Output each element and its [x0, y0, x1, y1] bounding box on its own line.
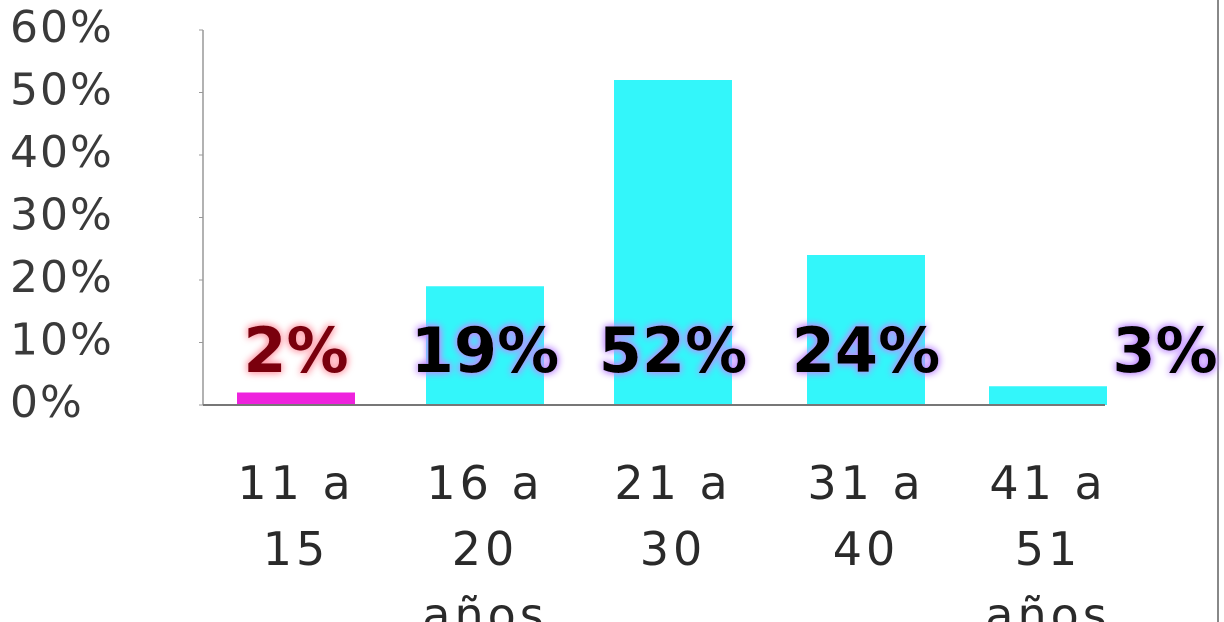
y-tick-label: 10% [10, 315, 114, 366]
y-tick-label: 20% [10, 252, 114, 303]
bar [237, 393, 355, 406]
x-tick-label: 31 a 40 [791, 450, 941, 582]
value-label: 24% [792, 314, 940, 387]
y-tick-label: 60% [10, 2, 114, 53]
value-label: 19% [411, 314, 559, 387]
page: 0% 10% 20% 30% 40% 50% 60% 2% 19% 52% 24% 3% 11 a 1… [0, 0, 1224, 622]
x-tick-label: 16 a 20 años [410, 450, 560, 622]
x-tick-label: 41 a 51 años [973, 450, 1123, 622]
y-tick-label: 30% [10, 190, 114, 241]
x-tick-label: 11 a 15 [221, 450, 371, 582]
y-tick-label: 50% [10, 65, 114, 116]
value-label: 52% [599, 314, 747, 387]
y-tick-label: 0% [10, 377, 84, 428]
value-label: 3% [1112, 314, 1217, 387]
x-tick-label: 21 a 30 [598, 450, 748, 582]
y-tick-label: 40% [10, 127, 114, 178]
bar [989, 386, 1107, 405]
value-label: 2% [243, 314, 348, 387]
